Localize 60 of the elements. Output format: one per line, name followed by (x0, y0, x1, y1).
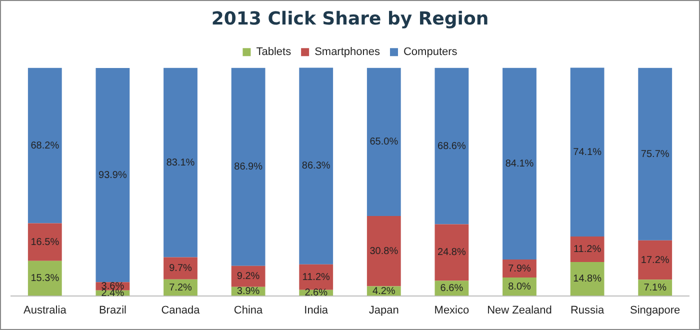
data-label: 15.3% (30, 273, 60, 284)
bar (164, 257, 198, 280)
data-label: 68.6% (438, 140, 466, 152)
data-label: 8.0% (508, 281, 532, 292)
data-label: 68.2% (30, 140, 60, 152)
bar (164, 68, 198, 258)
data-label: 4.2% (372, 286, 396, 297)
data-label: 24.8% (438, 247, 466, 258)
bar (570, 68, 604, 237)
bar (570, 262, 604, 296)
x-tick-label: Russia (570, 304, 605, 316)
bar (502, 68, 536, 260)
data-label: 74.1% (573, 146, 602, 158)
data-label: 86.3% (302, 160, 330, 172)
chart-title: 2013 Click Share by Region (211, 8, 489, 30)
bar (638, 240, 672, 280)
data-label: 16.5% (30, 236, 60, 248)
bar (638, 68, 672, 240)
data-label: 7.9% (508, 263, 532, 274)
bar (28, 260, 62, 296)
bar (366, 68, 401, 216)
x-tick-label: Japan (368, 304, 399, 316)
legend-label: Smartphones (314, 46, 380, 58)
legend-label: Tablets (256, 46, 292, 58)
data-label: 11.2% (573, 244, 602, 256)
x-tick-label: Canada (161, 304, 201, 316)
bar (231, 68, 266, 266)
data-label: 75.7% (640, 148, 670, 160)
x-tick-label: China (234, 304, 264, 316)
data-label: 3.9% (236, 286, 260, 298)
data-label: 17.2% (640, 254, 670, 266)
data-label: 7.1% (644, 282, 667, 294)
data-label: 9.7% (169, 263, 192, 274)
bar (434, 224, 469, 281)
bar (28, 68, 62, 224)
bar (570, 236, 604, 262)
x-tick-label: Singapore (630, 304, 680, 316)
data-label: 6.6% (440, 283, 464, 294)
legend-label: Computers (403, 46, 458, 58)
data-label: 11.2% (302, 272, 330, 283)
data-label: 14.8% (573, 274, 602, 285)
data-label: 86.9% (234, 162, 263, 173)
data-label: 2.6% (304, 288, 328, 299)
data-label: 83.1% (166, 157, 195, 168)
data-label: 93.9% (98, 170, 127, 181)
data-label: 84.1% (505, 158, 534, 170)
x-tick-label: New Zealand (487, 304, 552, 316)
data-label: 9.2% (236, 271, 260, 282)
data-label: 7.2% (169, 282, 192, 294)
bar (434, 68, 469, 224)
data-label: 30.8% (370, 246, 398, 257)
bar (366, 216, 401, 286)
bar (96, 68, 130, 282)
x-tick-label: India (304, 304, 329, 316)
data-label: 65.0% (370, 136, 398, 148)
x-tick-label: Australia (24, 304, 68, 316)
bar (28, 223, 62, 261)
x-tick-label: Brazil (98, 304, 126, 316)
x-tick-label: Mexico (434, 304, 470, 316)
bar (299, 68, 334, 264)
